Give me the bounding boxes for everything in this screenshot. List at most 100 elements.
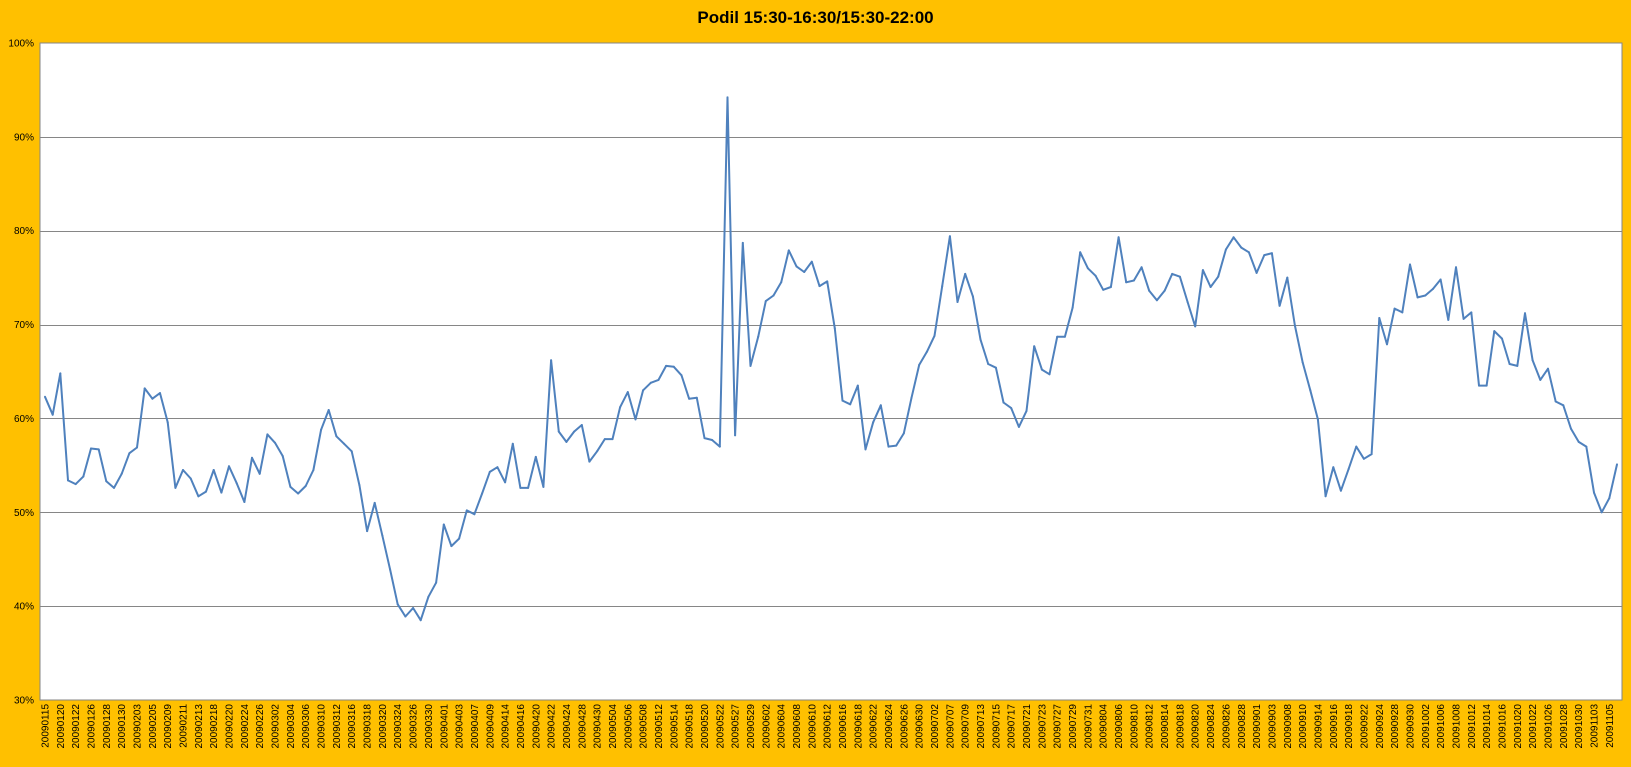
data-point: [810, 260, 813, 263]
data-point: [159, 392, 161, 395]
data-point: [1616, 463, 1618, 466]
data-point: [1209, 286, 1212, 288]
data-point: [1033, 345, 1036, 348]
data-point: [1025, 409, 1028, 412]
x-tick-label: 20090604: [777, 704, 788, 749]
data-point: [895, 444, 898, 447]
x-tick-label: 20090220: [225, 704, 236, 749]
x-tick-label: 20091014: [1482, 704, 1493, 749]
data-point: [1263, 254, 1266, 257]
x-tick-label: 20090826: [1221, 704, 1232, 749]
x-tick-label: 20090205: [148, 704, 159, 749]
data-point: [297, 492, 300, 495]
data-point: [1447, 318, 1450, 321]
data-point: [841, 399, 844, 402]
x-tick-label: 20091022: [1528, 704, 1539, 749]
data-point: [749, 364, 752, 367]
data-point: [1462, 317, 1465, 320]
x-tick-label: 20090506: [623, 704, 634, 749]
data-point: [787, 249, 790, 252]
data-point: [1593, 491, 1595, 494]
y-tick-label: 40%: [14, 602, 34, 613]
data-point: [856, 384, 859, 387]
data-point: [971, 295, 974, 298]
data-point: [956, 301, 959, 303]
y-tick-label: 80%: [14, 226, 34, 237]
data-point: [565, 440, 568, 443]
data-point: [948, 235, 951, 238]
data-point: [902, 432, 905, 435]
data-point: [1002, 401, 1005, 404]
data-point: [1109, 286, 1112, 288]
x-tick-label: 20090903: [1267, 704, 1278, 749]
data-point: [235, 482, 238, 485]
data-point: [1063, 335, 1066, 338]
x-tick-label: 20090612: [823, 704, 834, 749]
data-point: [1570, 427, 1572, 430]
x-tick-label: 20090403: [455, 704, 466, 749]
data-point: [450, 545, 453, 548]
x-tick-label: 20091020: [1513, 704, 1524, 749]
data-point: [887, 445, 890, 448]
data-point: [266, 433, 269, 436]
data-point: [557, 430, 560, 433]
data-point: [1401, 311, 1404, 314]
x-tick-label: 20090806: [1114, 704, 1125, 749]
x-tick-label: 20090514: [669, 704, 680, 749]
x-tick-label: 20090727: [1053, 704, 1064, 749]
data-point: [1455, 266, 1457, 269]
data-point: [442, 523, 445, 526]
data-point: [320, 428, 323, 431]
data-point: [258, 472, 261, 475]
x-tick-label: 20090422: [547, 704, 558, 749]
data-point: [1370, 453, 1373, 456]
data-point: [381, 534, 384, 537]
x-tick-label: 20090326: [409, 704, 420, 749]
data-point: [649, 381, 652, 384]
x-tick-label: 20090407: [470, 704, 481, 749]
x-tick-label: 20090602: [761, 704, 772, 749]
data-point: [1079, 251, 1082, 254]
gridlines: [40, 137, 1622, 607]
x-tick-label: 20091030: [1574, 704, 1585, 749]
data-point: [588, 460, 591, 463]
x-tick-label: 20091026: [1544, 704, 1555, 749]
x-tick-label: 20090320: [378, 704, 389, 749]
x-tick-label: 20090814: [1160, 704, 1171, 749]
data-point: [312, 469, 315, 471]
data-point: [1293, 324, 1296, 327]
x-tick-label: 20090115: [41, 704, 52, 748]
data-point: [833, 327, 836, 330]
data-point: [626, 391, 629, 394]
data-point: [1155, 299, 1158, 302]
data-point: [1255, 271, 1258, 274]
data-point: [335, 435, 338, 438]
data-point: [1163, 289, 1166, 292]
data-point: [611, 438, 614, 441]
data-point: [243, 501, 246, 503]
x-tick-label: 20090120: [56, 704, 67, 749]
x-tick-label: 20090504: [608, 704, 619, 749]
data-point: [803, 271, 806, 273]
data-point: [1355, 445, 1358, 448]
x-tick-label: 20090721: [1022, 704, 1033, 749]
data-point: [795, 265, 798, 268]
data-point: [373, 501, 376, 504]
x-tick-label: 20091028: [1559, 704, 1570, 749]
data-point: [1378, 317, 1381, 319]
x-tick-label: 20090828: [1237, 704, 1248, 749]
data-point: [488, 470, 491, 473]
x-axis-ticks: 20090115 20090120 20090122 20090126 20090128…: [41, 704, 1616, 749]
series-line: [44, 96, 1618, 622]
x-tick-label: 20091012: [1467, 704, 1478, 749]
data-point: [1585, 445, 1588, 448]
data-point: [680, 374, 683, 377]
x-tick-label: 20090306: [301, 704, 312, 749]
data-point: [1140, 266, 1143, 269]
x-tick-label: 20090715: [991, 704, 1002, 749]
data-point: [350, 450, 353, 453]
data-point: [534, 455, 537, 458]
x-tick-label: 20090126: [87, 704, 98, 749]
x-tick-label: 20090922: [1359, 704, 1370, 749]
